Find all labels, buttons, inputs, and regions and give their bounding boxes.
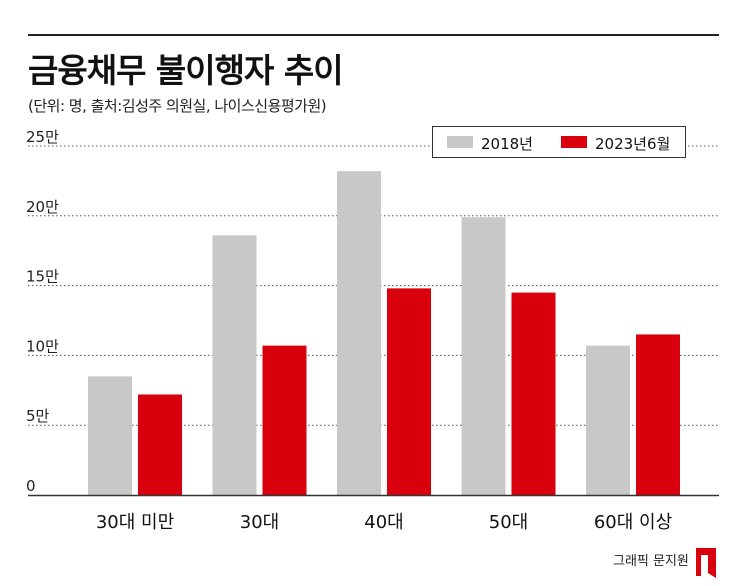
top-rule [28, 34, 719, 36]
y-tick-label: 0 [26, 477, 36, 495]
legend-swatch-2023 [561, 136, 587, 148]
bar-2018 [212, 235, 257, 495]
legend-item-2018: 2018년 [447, 133, 533, 154]
bars [88, 171, 680, 496]
x-tick-label: 40대 [364, 512, 403, 533]
y-tick-label: 10만 [26, 337, 59, 355]
bar-2018 [461, 217, 506, 496]
y-tick-label: 25만 [26, 128, 59, 146]
y-tick-label: 15만 [26, 268, 59, 286]
x-tick-label: 30대 [240, 512, 279, 533]
bar-2023 [262, 345, 307, 495]
y-tick-labels: 0 5만 10만 15만 20만 25만 [26, 128, 59, 495]
legend-item-2023: 2023년6월 [561, 133, 670, 154]
legend-label-2018: 2018년 [481, 135, 533, 153]
y-tick-label: 5만 [26, 407, 50, 425]
x-tick-label: 30대 미만 [96, 512, 174, 533]
bar-2023 [138, 394, 182, 495]
bar-2023 [511, 292, 556, 495]
x-tick-label: 50대 [489, 512, 528, 533]
legend: 2018년 2023년6월 [432, 126, 686, 158]
chart-subtitle: (단위: 명, 출처:김성주 의원실, 나이스신용평가원) [28, 97, 327, 115]
bar-2018 [88, 376, 132, 495]
legend-label-2023: 2023년6월 [595, 135, 671, 153]
publisher-logo-icon [696, 548, 716, 578]
x-tick-labels: 30대 미만 30대 40대 50대 60대 이상 [96, 512, 672, 533]
bar-2018 [586, 345, 630, 495]
bar-2023 [636, 334, 680, 495]
bar-2018 [337, 171, 381, 496]
legend-swatch-2018 [447, 136, 473, 148]
y-tick-label: 20만 [26, 198, 59, 216]
chart-title: 금융채무 불이행자 추이 [28, 51, 344, 90]
bar-2023 [387, 288, 431, 495]
graphic-credit: 그래픽 문지원 [613, 554, 689, 569]
x-tick-label: 60대 이상 [594, 512, 672, 533]
